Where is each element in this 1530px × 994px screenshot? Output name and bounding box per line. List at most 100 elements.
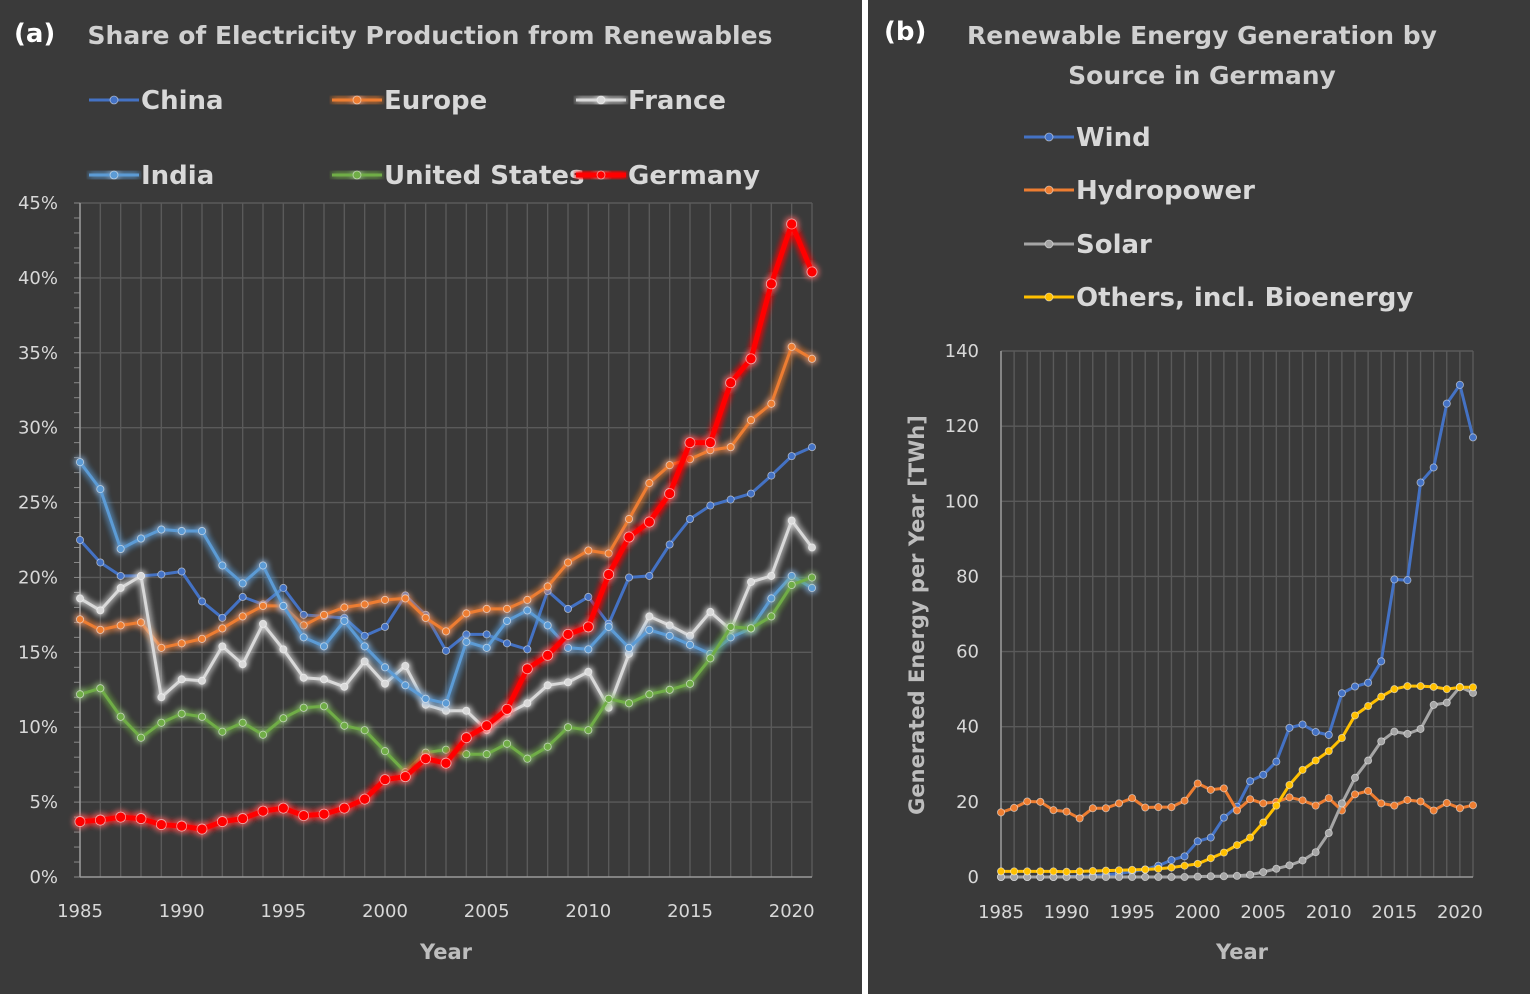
y-tick-label: 20%: [18, 567, 58, 588]
data-point-india: [564, 643, 573, 652]
data-point-europe: [238, 612, 247, 621]
data-point-europe: [258, 601, 267, 610]
y-tick-label: 5%: [29, 792, 58, 813]
data-point-others-incl-bioenergy: [1114, 866, 1123, 875]
data-point-india: [502, 616, 511, 625]
data-point-others-incl-bioenergy: [1469, 683, 1478, 692]
data-point-france: [665, 621, 674, 630]
data-point-others-incl-bioenergy: [1390, 685, 1399, 694]
data-point-united-states: [177, 709, 186, 718]
data-point-solar: [1364, 756, 1373, 765]
y-tick-label: 20: [956, 792, 979, 813]
data-point-hydropower: [1075, 814, 1084, 823]
data-point-india: [136, 534, 145, 543]
y-tick-label: 45%: [18, 193, 58, 214]
data-point-europe: [787, 342, 796, 351]
data-point-europe: [726, 443, 735, 452]
data-point-china: [279, 583, 288, 592]
data-point-europe: [441, 627, 450, 636]
data-point-germany: [216, 816, 228, 827]
data-point-france: [197, 676, 206, 685]
data-point-india: [76, 458, 85, 467]
legend-item-united-states: [332, 170, 382, 180]
data-point-europe: [747, 416, 756, 425]
data-point-germany: [806, 266, 818, 278]
data-point-france: [380, 679, 389, 688]
data-point-others-incl-bioenergy: [1154, 864, 1163, 873]
data-point-germany: [74, 816, 86, 827]
data-point-europe: [299, 621, 308, 630]
data-point-wind: [1259, 770, 1268, 779]
y-tick-label: 120: [945, 416, 979, 437]
x-tick-label: 2010: [565, 901, 611, 922]
data-point-united-states: [76, 690, 85, 699]
data-point-wind: [1324, 730, 1333, 739]
data-point-india: [116, 544, 125, 553]
axes-a: 0% 5% 10% 15% 20% 25% 30% 35% 40% 45% 1985 1990 1995…: [18, 193, 815, 922]
data-point-germany: [176, 820, 188, 832]
data-point-china: [197, 597, 206, 606]
legend-label: Others, incl. Bioenergy: [1076, 283, 1413, 313]
data-point-united-states: [157, 718, 166, 727]
data-point-solar: [1298, 856, 1307, 865]
data-point-india: [543, 621, 552, 630]
data-point-wind: [1442, 399, 1451, 408]
data-point-china: [157, 570, 166, 579]
data-point-china: [564, 604, 573, 613]
data-point-hydropower: [1193, 779, 1202, 788]
data-point-hydropower: [1036, 797, 1045, 806]
data-point-europe: [421, 613, 430, 622]
data-point-france: [604, 703, 613, 712]
data-point-others-incl-bioenergy: [1010, 867, 1019, 876]
data-point-wind: [1416, 478, 1425, 487]
data-point-europe: [340, 603, 349, 612]
data-point-india: [401, 681, 410, 690]
legend-label: Solar: [1076, 230, 1152, 260]
series-india: [76, 458, 817, 708]
x-tick-label: 2015: [667, 901, 713, 922]
data-point-germany: [338, 802, 350, 814]
x-tick-label: 2005: [1240, 902, 1286, 923]
data-point-india: [218, 561, 227, 570]
data-point-europe: [645, 479, 654, 488]
data-point-china: [747, 489, 756, 498]
data-point-solar: [1259, 868, 1268, 877]
data-point-india: [767, 594, 776, 603]
data-point-united-states: [665, 685, 674, 694]
data-point-others-incl-bioenergy: [1206, 854, 1215, 863]
data-point-others-incl-bioenergy: [1416, 682, 1425, 691]
data-point-france: [686, 631, 695, 640]
data-point-germany: [521, 663, 533, 675]
data-point-others-incl-bioenergy: [1062, 867, 1071, 876]
data-point-germany: [542, 649, 554, 661]
data-point-united-states: [279, 714, 288, 723]
data-point-others-incl-bioenergy: [1442, 685, 1451, 694]
data-point-china: [76, 536, 85, 545]
series-europe: [76, 342, 817, 652]
data-point-france: [706, 607, 715, 616]
legend-label: Germany: [628, 161, 760, 191]
data-point-china: [665, 540, 674, 549]
y-tick-label: 35%: [18, 343, 58, 364]
plot-area-b: [996, 380, 1478, 882]
y-tick-label: 0: [968, 867, 979, 888]
x-tick-label: 1990: [159, 901, 205, 922]
data-point-europe: [462, 609, 471, 618]
series-hydropower: [996, 779, 1478, 823]
data-point-others-incl-bioenergy: [1232, 841, 1241, 850]
data-point-germany: [155, 819, 167, 830]
data-point-france: [564, 678, 573, 687]
legend-marker: [596, 95, 606, 105]
data-point-india: [441, 699, 450, 708]
data-point-wind: [1311, 727, 1320, 736]
data-point-hydropower: [1298, 796, 1307, 805]
data-point-europe: [157, 643, 166, 652]
data-point-united-states: [258, 730, 267, 739]
data-point-others-incl-bioenergy: [1324, 747, 1333, 756]
data-point-hydropower: [1377, 799, 1386, 808]
data-point-united-states: [238, 718, 247, 727]
data-point-germany: [318, 808, 330, 820]
data-point-europe: [360, 600, 369, 609]
data-point-others-incl-bioenergy: [1023, 867, 1032, 876]
legend-marker: [1044, 239, 1054, 249]
